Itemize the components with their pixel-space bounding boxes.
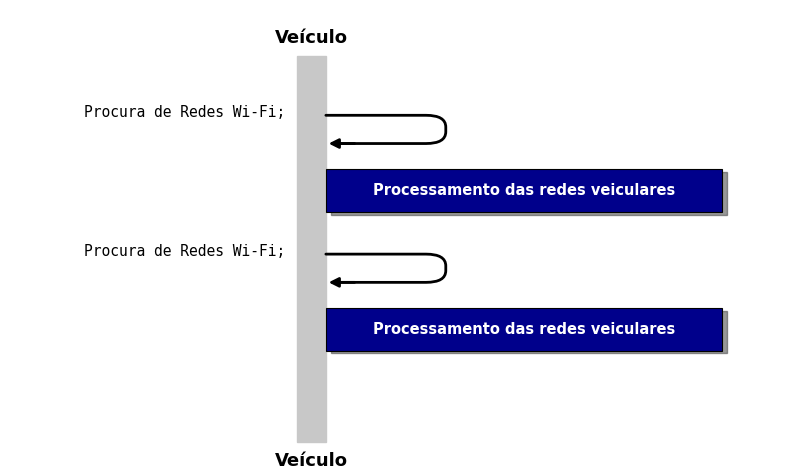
Bar [326, 308, 722, 351]
Text: Veículo: Veículo [275, 452, 348, 470]
Bar [326, 169, 722, 212]
Text: Veículo: Veículo [275, 29, 348, 47]
Text: Procura de Redes Wi-Fi;: Procura de Redes Wi-Fi; [84, 244, 286, 259]
Bar [331, 311, 727, 354]
Bar [331, 172, 727, 215]
Bar [297, 56, 326, 442]
Text: Procura de Redes Wi-Fi;: Procura de Redes Wi-Fi; [84, 105, 286, 120]
Text: Processamento das redes veiculares: Processamento das redes veiculares [372, 322, 675, 337]
Text: Processamento das redes veiculares: Processamento das redes veiculares [372, 183, 675, 198]
